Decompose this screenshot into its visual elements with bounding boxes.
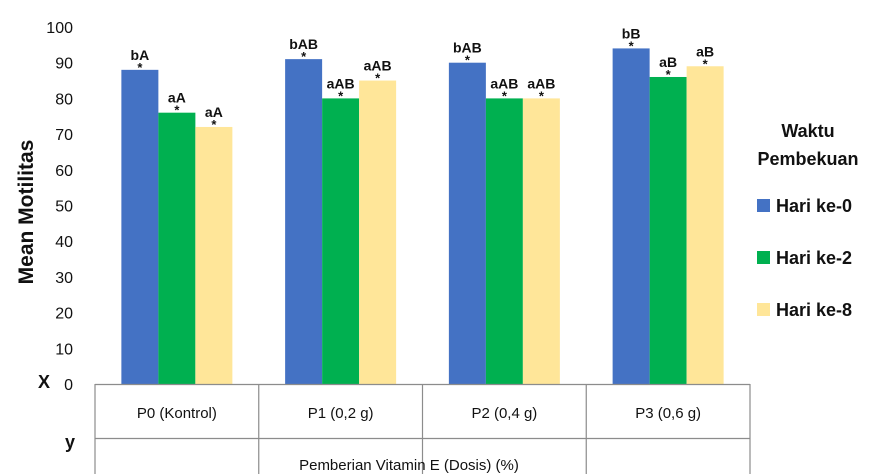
data-label: aB: [659, 54, 677, 70]
legend-title-line-2: Pembekuan: [757, 149, 858, 169]
bar: [612, 48, 650, 385]
x-axis-title: Pemberian Vitamin E (Dosis) (%): [299, 457, 519, 474]
bar: [448, 62, 486, 384]
bars-layer: [121, 48, 724, 385]
significance-marker: *: [539, 88, 545, 103]
y-tick-label: 10: [55, 341, 73, 358]
significance-marker: *: [174, 103, 180, 118]
y-tick-label: 0: [64, 377, 73, 394]
y-tick-label: 90: [55, 56, 73, 73]
category-label: P1 (0,2 g): [308, 405, 374, 422]
y-tick-label: 20: [55, 306, 73, 323]
legend-title-line-1: Waktu: [781, 121, 834, 141]
significance-marker: *: [375, 71, 381, 86]
bar: [285, 59, 323, 384]
data-label: bA: [131, 47, 150, 63]
bar: [322, 98, 360, 385]
significance-marker: *: [502, 88, 508, 103]
category-label: P0 (Kontrol): [137, 405, 217, 422]
significance-marker: *: [301, 49, 307, 64]
legend-entry-label: Hari ke-2: [776, 248, 852, 268]
data-label: aB: [696, 43, 714, 59]
y-axis: 0 10 20 30 40 50 60 70 80 90 100: [46, 20, 73, 394]
bar: [649, 76, 687, 384]
y-axis-title: Mean Motilitas: [15, 140, 38, 285]
y-tick-label: 40: [55, 234, 73, 251]
bar: [522, 98, 560, 385]
significance-marker: *: [338, 88, 344, 103]
category-label: P2 (0,4 g): [471, 405, 537, 422]
legend: Waktu Pembekuan Hari ke-0 Hari ke-2 Hari k…: [757, 121, 859, 320]
bar: [121, 69, 159, 384]
data-label: aA: [168, 90, 186, 106]
corner-label-x: X: [38, 372, 50, 392]
corner-label-y: y: [65, 432, 75, 452]
data-label: bAB: [289, 36, 318, 52]
data-label: bAB: [453, 40, 482, 56]
x-axis: P0 (Kontrol) P1 (0,2 g) P2 (0,4 g) P3 (0,6 …: [94, 383, 751, 474]
significance-marker: *: [211, 117, 217, 132]
legend-swatch: [757, 303, 770, 316]
bar: [485, 98, 523, 385]
legend-entry-label: Hari ke-8: [776, 300, 852, 320]
data-label: aA: [205, 104, 223, 120]
bar: [359, 80, 397, 385]
bar: [158, 112, 196, 385]
data-label: aAB: [364, 58, 392, 74]
legend-swatch: [757, 251, 770, 264]
category-label: P3 (0,6 g): [635, 405, 701, 422]
y-tick-label: 100: [46, 20, 73, 37]
significance-marker: *: [629, 38, 635, 53]
significance-marker: *: [703, 56, 709, 71]
data-labels-layer: *bA*aA*aA*bAB*aAB *aAB *bAB*aAB*aAB*bB*aB *…: [131, 25, 715, 132]
y-tick-label: 50: [55, 199, 73, 216]
y-tick-label: 30: [55, 270, 73, 287]
data-label: bB: [622, 25, 641, 41]
significance-marker: *: [666, 67, 672, 82]
significance-marker: *: [465, 53, 471, 68]
legend-swatch: [757, 199, 770, 212]
bar: [195, 126, 233, 385]
y-tick-label: 70: [55, 127, 73, 144]
data-label: aAB: [527, 75, 555, 91]
legend-entry-label: Hari ke-0: [776, 196, 852, 216]
bar: [686, 66, 724, 385]
significance-marker: *: [137, 60, 143, 75]
data-label: aAB: [490, 75, 518, 91]
y-tick-label: 80: [55, 91, 73, 108]
y-tick-label: 60: [55, 163, 73, 180]
data-label: aAB: [327, 75, 355, 91]
